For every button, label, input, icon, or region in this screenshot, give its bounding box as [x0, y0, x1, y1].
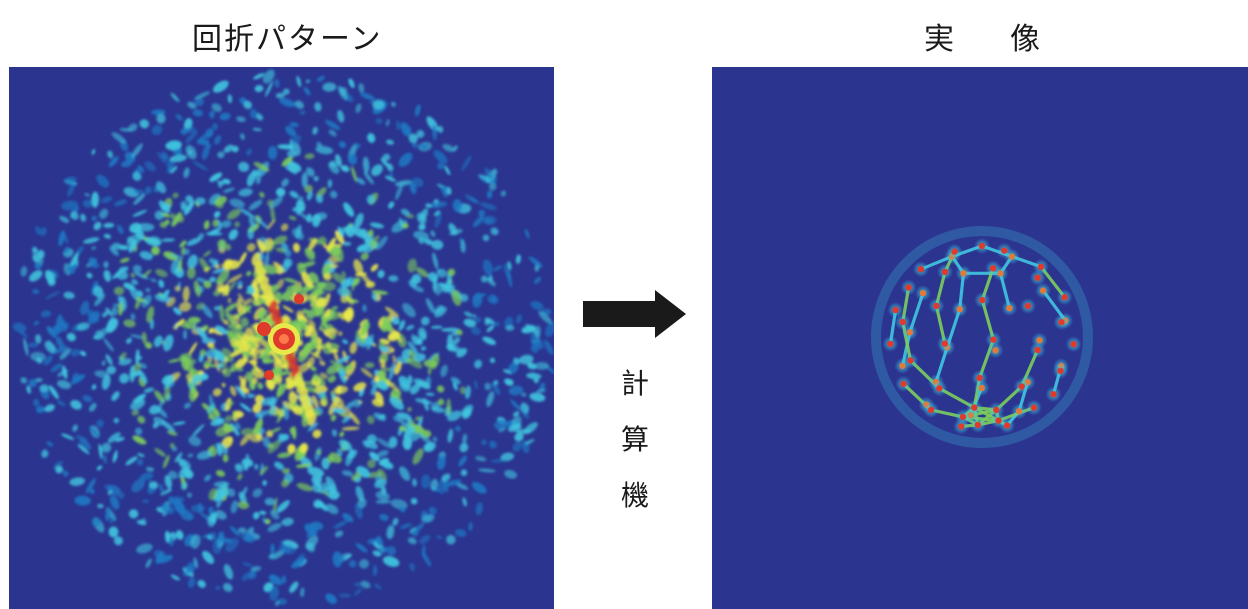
real-image-title-char-2: 像 — [1010, 22, 1040, 57]
real-image-title: 実像 — [924, 14, 1040, 58]
diffraction-pattern-title: 回折パターン — [192, 22, 383, 57]
diffraction-pattern-graphic — [12, 69, 554, 607]
real-image — [712, 67, 1248, 609]
computer-label-char-2: 算 — [620, 423, 649, 456]
fullerene-graphic — [871, 226, 1093, 448]
computer-label-char-3: 機 — [620, 479, 649, 512]
right-arrow-icon — [583, 290, 686, 338]
diffraction-pattern-image — [9, 67, 554, 609]
fullerene-cage — [871, 226, 1093, 448]
real-image-title-char-1: 実 — [924, 22, 954, 57]
computer-label-char-1: 計 — [620, 367, 649, 400]
